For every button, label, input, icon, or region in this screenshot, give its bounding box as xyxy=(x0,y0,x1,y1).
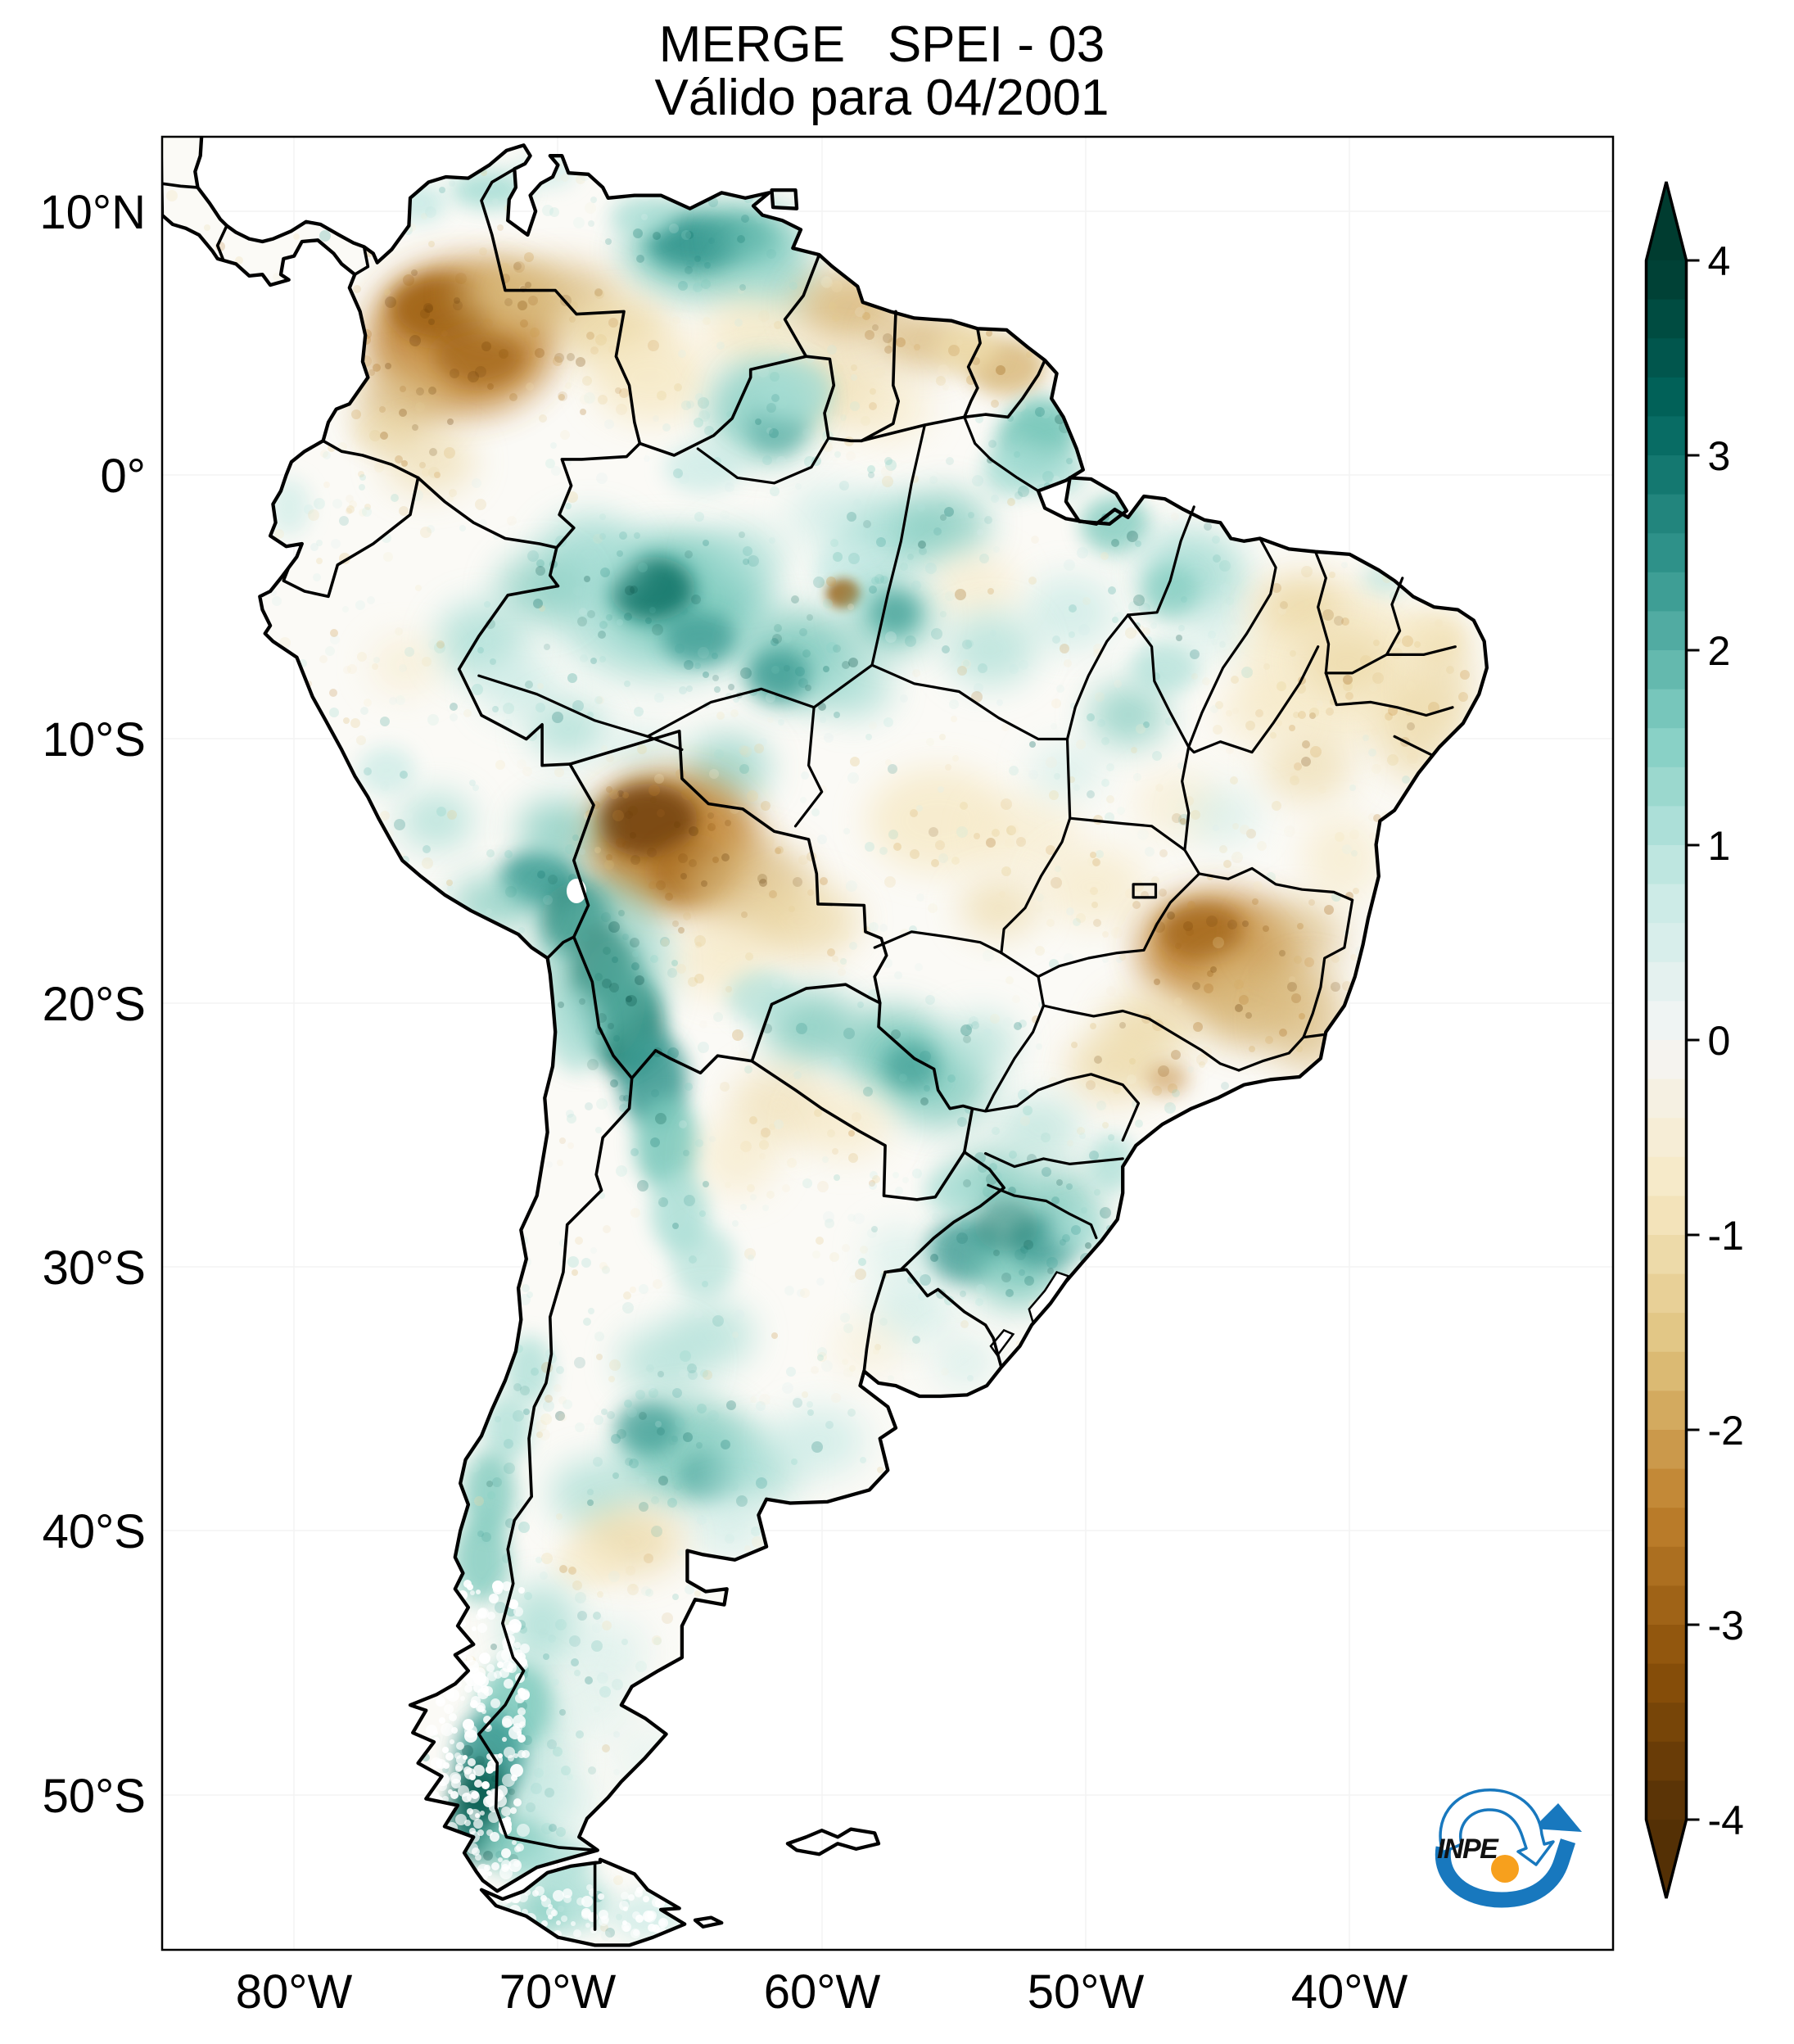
svg-text:1: 1 xyxy=(1708,823,1731,869)
svg-text:-4: -4 xyxy=(1708,1798,1744,1843)
svg-text:4: 4 xyxy=(1708,238,1731,284)
svg-text:3: 3 xyxy=(1708,433,1731,479)
svg-text:0: 0 xyxy=(1708,1018,1731,1064)
svg-text:70°W: 70°W xyxy=(499,1965,617,2019)
svg-text:INPE: INPE xyxy=(1437,1834,1499,1865)
svg-text:30°S: 30°S xyxy=(43,1241,146,1295)
svg-text:2: 2 xyxy=(1708,628,1731,674)
svg-text:10°N: 10°N xyxy=(39,186,146,239)
svg-text:0°: 0° xyxy=(101,450,146,503)
svg-text:Válido para 04/2001: Válido para 04/2001 xyxy=(654,70,1109,126)
svg-text:MERGE SPEI - 03: MERGE SPEI - 03 xyxy=(659,16,1105,73)
svg-text:-1: -1 xyxy=(1708,1213,1744,1259)
svg-text:-2: -2 xyxy=(1708,1408,1744,1454)
svg-text:-3: -3 xyxy=(1708,1603,1744,1648)
svg-text:40°S: 40°S xyxy=(43,1505,146,1558)
svg-text:60°W: 60°W xyxy=(764,1965,881,2019)
svg-text:40°W: 40°W xyxy=(1291,1965,1408,2019)
svg-text:20°S: 20°S xyxy=(43,978,146,1031)
svg-text:10°S: 10°S xyxy=(43,713,146,766)
svg-text:80°W: 80°W xyxy=(236,1965,353,2019)
svg-text:50°S: 50°S xyxy=(43,1770,146,1823)
svg-text:50°W: 50°W xyxy=(1028,1965,1145,2019)
